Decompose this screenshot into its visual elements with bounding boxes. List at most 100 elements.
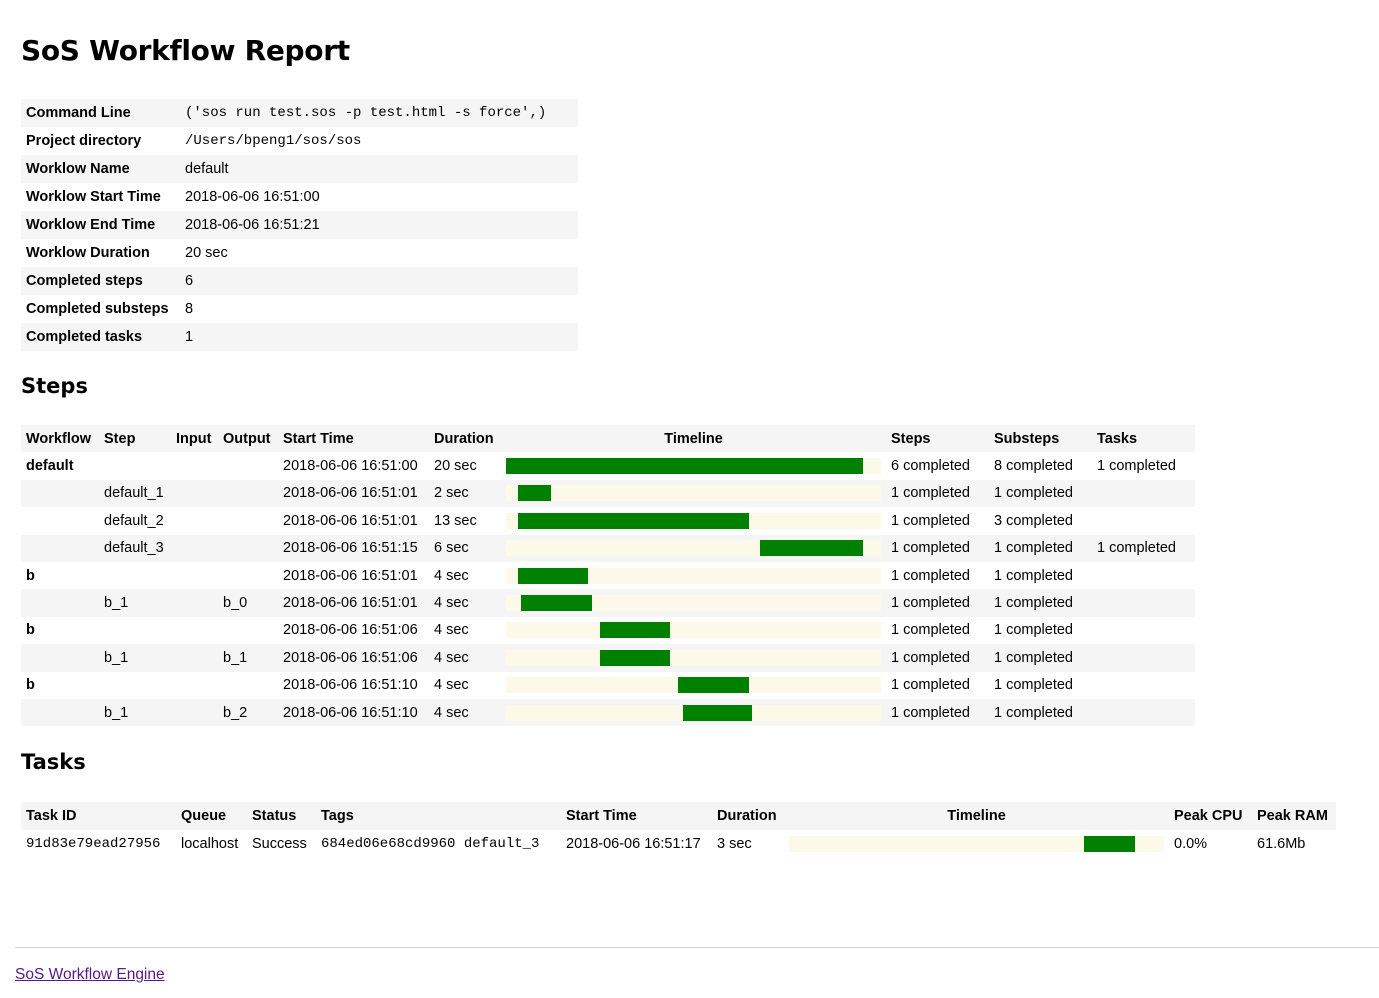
timeline-track	[789, 836, 1164, 852]
summary-label: Worklow End Time	[26, 217, 156, 233]
step-output	[218, 452, 278, 479]
step-output: b_1	[223, 649, 248, 666]
step-name: default_2	[104, 512, 164, 529]
step-row: b 2018-06-06 16:51:06 4 sec 1 completed 1 co…	[21, 617, 1195, 644]
step-name	[99, 672, 171, 699]
summary-row: Project directory/Users/bpeng1/sos/sos	[21, 127, 578, 155]
step-start-time: 2018-06-06 16:51:06	[283, 622, 418, 639]
step-name: b_1	[104, 595, 129, 612]
step-start-time: 2018-06-06 16:51:01	[283, 567, 418, 584]
col-tags: Tags	[321, 808, 354, 824]
step-name: default_3	[104, 540, 164, 557]
step-workflow	[21, 507, 99, 534]
step-duration: 4 sec	[434, 704, 469, 721]
col-timeline: Timeline	[664, 430, 723, 447]
task-peak-ram: 61.6Mb	[1257, 836, 1306, 852]
step-steps: 1 completed	[891, 595, 970, 612]
step-row: b_1 b_1 2018-06-06 16:51:06 4 sec 1 complete…	[21, 644, 1195, 672]
summary-value: 2018-06-06 16:51:00	[185, 189, 320, 205]
summary-label: Project directory	[26, 133, 142, 149]
summary-label: Worklow Start Time	[26, 189, 161, 205]
step-workflow	[21, 589, 99, 616]
col-substeps: Substeps	[994, 430, 1060, 447]
step-tasks	[1092, 480, 1195, 507]
col-input: Input	[176, 430, 212, 447]
step-duration: 4 sec	[434, 622, 469, 639]
col-task-timeline: Timeline	[947, 808, 1006, 824]
step-timeline	[506, 677, 881, 694]
summary-label: Completed tasks	[26, 329, 143, 345]
summary-label: Command Line	[26, 105, 131, 121]
summary-row: Worklow Name default	[21, 155, 578, 183]
summary-value: /Users/bpeng1/sos/sos	[185, 133, 362, 149]
task-queue: localhost	[181, 836, 239, 852]
step-timeline-cell	[501, 617, 886, 644]
timeline-bar	[599, 622, 671, 639]
step-input	[171, 617, 218, 644]
step-row: default_3 2018-06-06 16:51:15 6 sec 1 compl…	[21, 534, 1195, 562]
timeline-bar	[678, 677, 749, 694]
step-output	[218, 480, 278, 507]
step-output	[218, 535, 278, 562]
step-workflow	[21, 480, 99, 507]
step-substeps: 1 completed	[994, 622, 1073, 639]
task-start-time: 2018-06-06 16:51:17	[566, 836, 701, 852]
col-queue: Queue	[181, 808, 227, 824]
step-timeline-cell	[501, 452, 886, 479]
step-duration: 4 sec	[434, 567, 469, 584]
step-output	[218, 507, 278, 534]
step-row: b_1 b_0 2018-06-06 16:51:01 4 sec 1 complete…	[21, 589, 1195, 617]
step-workflow	[21, 644, 99, 671]
step-steps: 1 completed	[891, 485, 970, 502]
task-peak-cpu: 0.0%	[1174, 836, 1208, 852]
step-start-time: 2018-06-06 16:51:01	[283, 485, 418, 502]
col-task-id: Task ID	[26, 808, 77, 824]
step-workflow: default	[26, 458, 74, 475]
sos-engine-link[interactable]: SoS Workflow Engine	[15, 966, 165, 983]
task-timeline-cell	[784, 830, 1169, 858]
step-timeline	[506, 458, 881, 475]
task-status: Success	[252, 836, 307, 852]
task-row: 91d83e79ead27956 localhost Success 684ed06e…	[21, 830, 1336, 858]
step-workflow: b	[26, 567, 35, 584]
steps-table: Workflow Step Input Output Start Time Du…	[21, 425, 1195, 727]
step-name: b_1	[104, 704, 129, 721]
step-output	[218, 672, 278, 699]
task-timeline	[789, 836, 1164, 852]
col-status: Status	[252, 808, 297, 824]
step-start-time: 2018-06-06 16:51:10	[283, 704, 418, 721]
summary-value: 8	[185, 301, 194, 317]
step-name: default_1	[104, 485, 164, 502]
timeline-track	[506, 567, 881, 584]
step-steps: 1 completed	[891, 540, 970, 557]
step-timeline	[506, 622, 881, 639]
step-row: default_1 2018-06-06 16:51:01 2 sec 1 compl…	[21, 479, 1195, 508]
step-output: b_0	[223, 595, 248, 612]
timeline-bar	[517, 485, 551, 502]
step-workflow	[21, 699, 99, 726]
step-timeline-cell	[501, 644, 886, 671]
step-substeps: 1 completed	[994, 649, 1073, 666]
step-timeline	[506, 512, 881, 529]
step-tasks: 1 completed	[1097, 458, 1176, 475]
step-row: b 2018-06-06 16:51:01 4 sec 1 completed 1 co…	[21, 562, 1195, 589]
step-row: default 2018-06-06 16:51:00 20 sec 6 comple…	[21, 452, 1195, 479]
step-steps: 1 completed	[891, 677, 970, 694]
step-row: default_2 2018-06-06 16:51:01 13 sec 1 comp…	[21, 507, 1195, 534]
summary-label: Completed steps	[26, 273, 143, 289]
col-steps: Steps	[891, 430, 931, 447]
timeline-bar	[759, 540, 864, 557]
step-timeline-cell	[501, 699, 886, 726]
col-step: Step	[104, 430, 136, 447]
timeline-bar	[521, 595, 592, 612]
task-duration: 3 sec	[717, 836, 752, 852]
step-row: b_1 b_2 2018-06-06 16:51:10 4 sec 1 complete…	[21, 698, 1195, 727]
step-steps: 1 completed	[891, 567, 970, 584]
step-tasks	[1092, 507, 1195, 534]
summary-value: 20 sec	[185, 245, 228, 261]
step-duration: 2 sec	[434, 485, 469, 502]
step-timeline-cell	[501, 672, 886, 699]
step-timeline-cell	[501, 562, 886, 589]
timeline-track	[506, 595, 881, 612]
step-duration: 13 sec	[434, 512, 477, 529]
